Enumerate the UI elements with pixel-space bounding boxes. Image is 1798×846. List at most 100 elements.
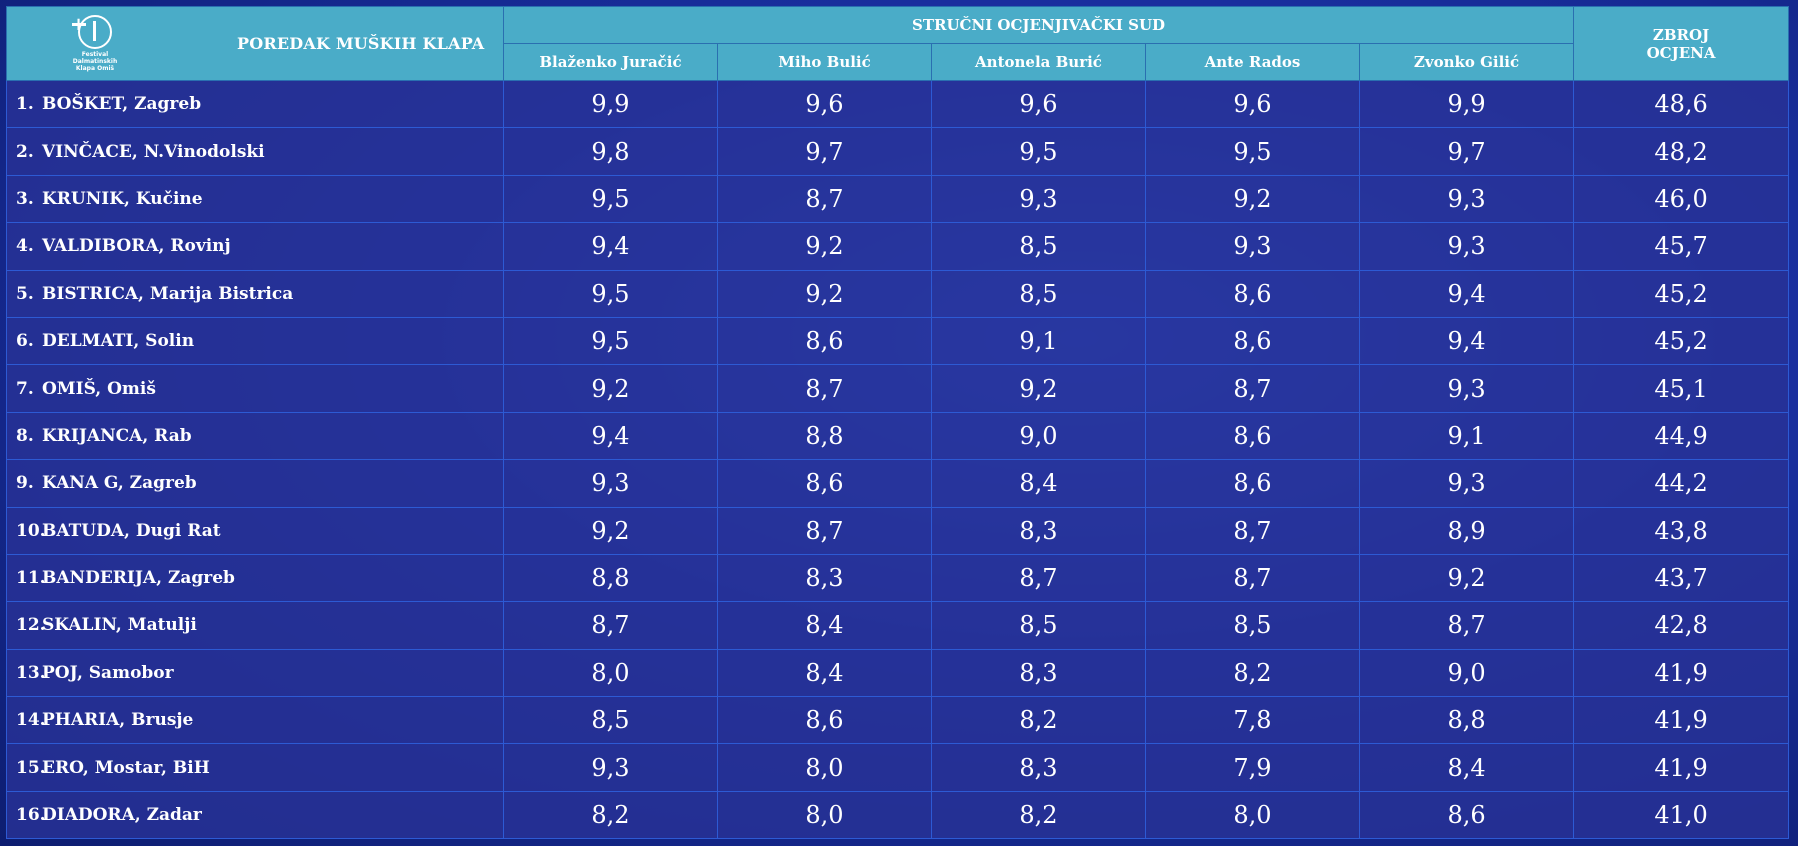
judge-score-cell: 8,3 — [931, 506, 1146, 555]
judge-score-cell: 9,6 — [931, 79, 1146, 129]
judge-header: Antonela Burić — [931, 43, 1146, 81]
judge-score-cell: 9,5 — [931, 127, 1146, 176]
judge-score-cell: 8,3 — [931, 648, 1146, 698]
total-score-cell: 43,7 — [1573, 553, 1790, 603]
group-name-cell: 15.ERO, Mostar, BiH — [6, 743, 504, 792]
table-row: 1. BOŠKET, Zagreb 9,9 9,6 9,6 9,6 9,9 48,6 — [6, 79, 1790, 129]
judge-score-cell: 8,6 — [717, 459, 932, 508]
group-name: KRIJANCA, Rab — [42, 425, 192, 446]
judge-score-cell: 8,5 — [1145, 601, 1360, 650]
judge-score-cell: 8,4 — [1358, 743, 1575, 792]
group-name-cell: 7. OMIŠ, Omiš — [6, 364, 504, 413]
total-score-cell: 41,0 — [1573, 790, 1790, 840]
festival-logo: + Festival Dalmatinskih Klapa Omiš — [67, 15, 123, 75]
judge-score-cell: 9,9 — [503, 79, 718, 129]
table-row: 4. VALDIBORA, Rovinj 9,4 9,2 8,5 9,3 9,3 45,7 — [6, 222, 1790, 271]
judge-score-cell: 9,2 — [931, 364, 1146, 413]
judge-score-cell: 9,7 — [717, 127, 932, 176]
judge-score-cell: 9,5 — [1145, 127, 1360, 176]
rank-number: 9. — [16, 473, 34, 494]
total-score-header: ZBROJ OCJENA — [1573, 6, 1790, 81]
group-name: PHARIA, Brusje — [42, 710, 194, 731]
judge-header: Blaženko Juračić — [503, 43, 718, 81]
judge-header: Miho Bulić — [717, 43, 932, 81]
judge-score-cell: 8,7 — [1145, 553, 1360, 603]
rank-number: 10. — [16, 520, 46, 541]
table-row: 8. KRIJANCA, Rab 9,4 8,8 9,0 8,6 9,1 44,9 — [6, 411, 1790, 461]
judge-score-cell: 8,7 — [1145, 506, 1360, 555]
group-name-cell: 9. KANA G, Zagreb — [6, 459, 504, 508]
judge-score-cell: 8,6 — [717, 696, 932, 745]
table-row: 3. KRUNIK, Kučine 9,5 8,7 9,3 9,2 9,3 46,0 — [6, 174, 1790, 224]
judge-score-cell: 9,2 — [1358, 553, 1575, 603]
total-score-cell: 41,9 — [1573, 743, 1790, 792]
judge-score-cell: 8,5 — [931, 222, 1146, 271]
logo-text-line: Dalmatinskih — [72, 58, 118, 65]
judge-score-cell: 9,8 — [503, 127, 718, 176]
judge-score-cell: 8,5 — [931, 601, 1146, 650]
total-score-cell: 44,2 — [1573, 459, 1790, 508]
rank-number: 13. — [16, 662, 46, 683]
judge-score-cell: 9,3 — [1358, 459, 1575, 508]
group-name-cell: 6. DELMATI, Solin — [6, 316, 504, 366]
judge-score-cell: 8,3 — [717, 553, 932, 603]
judge-score-cell: 8,7 — [503, 601, 718, 650]
total-score-cell: 45,7 — [1573, 222, 1790, 271]
group-name: KANA G, Zagreb — [42, 473, 197, 494]
judge-score-cell: 8,2 — [931, 790, 1146, 840]
group-name-cell: 4. VALDIBORA, Rovinj — [6, 222, 504, 271]
judge-score-cell: 8,0 — [717, 743, 932, 792]
judge-score-cell: 9,4 — [503, 411, 718, 461]
rank-number: 3. — [16, 188, 34, 209]
rank-number: 16. — [16, 805, 46, 826]
group-name-cell: 10.BATUDA, Dugi Rat — [6, 506, 504, 555]
table-row: 14.PHARIA, Brusje 8,5 8,6 8,2 7,8 8,8 41,9 — [6, 696, 1790, 745]
rank-number: 8. — [16, 425, 34, 446]
judge-score-cell: 9,5 — [503, 174, 718, 224]
judge-score-cell: 9,5 — [503, 269, 718, 318]
table-row: 7. OMIŠ, Omiš 9,2 8,7 9,2 8,7 9,3 45,1 — [6, 364, 1790, 413]
judge-score-cell: 9,6 — [1145, 79, 1360, 129]
judge-score-cell: 8,2 — [503, 790, 718, 840]
judge-score-cell: 8,7 — [717, 364, 932, 413]
judge-score-cell: 9,6 — [717, 79, 932, 129]
judge-score-cell: 9,3 — [1145, 222, 1360, 271]
judge-score-cell: 9,7 — [1358, 127, 1575, 176]
judge-score-cell: 8,0 — [503, 648, 718, 698]
rank-number: 11. — [16, 568, 46, 589]
judge-score-cell: 9,3 — [503, 459, 718, 508]
judge-score-cell: 9,2 — [503, 506, 718, 555]
judge-score-cell: 8,4 — [931, 459, 1146, 508]
logo-icon: + — [71, 15, 112, 49]
rank-number: 6. — [16, 331, 34, 352]
judge-score-cell: 8,4 — [717, 601, 932, 650]
judge-score-cell: 9,3 — [931, 174, 1146, 224]
judge-score-cell: 8,4 — [717, 648, 932, 698]
group-name-cell: 5. BISTRICA, Marija Bistrica — [6, 269, 504, 318]
table-row: 9. KANA G, Zagreb 9,3 8,6 8,4 8,6 9,3 44,2 — [6, 459, 1790, 508]
total-score-cell: 43,8 — [1573, 506, 1790, 555]
judges-group-header: STRUČNI OCJENJIVAČKI SUD — [502, 6, 1575, 44]
rank-number: 2. — [16, 141, 34, 162]
group-name-cell: 14.PHARIA, Brusje — [6, 696, 504, 745]
judge-score-cell: 9,1 — [1358, 411, 1575, 461]
group-name-cell: 2. VINČACE, N.Vinodolski — [6, 127, 504, 176]
judge-score-cell: 8,7 — [717, 506, 932, 555]
rank-number: 4. — [16, 236, 34, 257]
group-name: POJ, Samobor — [42, 662, 174, 683]
logo-text-line: Festival — [81, 51, 109, 58]
total-score-cell: 44,9 — [1573, 411, 1790, 461]
total-header-line2: OCJENA — [1646, 43, 1716, 62]
judge-score-cell: 8,6 — [1358, 790, 1575, 840]
group-name: BATUDA, Dugi Rat — [42, 520, 221, 541]
judge-score-cell: 9,3 — [1358, 222, 1575, 271]
results-table: + Festival Dalmatinskih Klapa Omiš PORED… — [6, 6, 1790, 840]
rank-number: 1. — [16, 94, 34, 115]
judge-score-cell: 9,1 — [931, 316, 1146, 366]
judge-score-cell: 9,9 — [1358, 79, 1575, 129]
table-row: 11.BANDERIJA, Zagreb 8,8 8,3 8,7 8,7 9,2 43,7 — [6, 553, 1790, 603]
total-score-cell: 45,2 — [1573, 269, 1790, 318]
judge-score-cell: 8,2 — [931, 696, 1146, 745]
title-header-cell: + Festival Dalmatinskih Klapa Omiš PORED… — [6, 6, 504, 81]
judge-score-cell: 8,7 — [931, 553, 1146, 603]
